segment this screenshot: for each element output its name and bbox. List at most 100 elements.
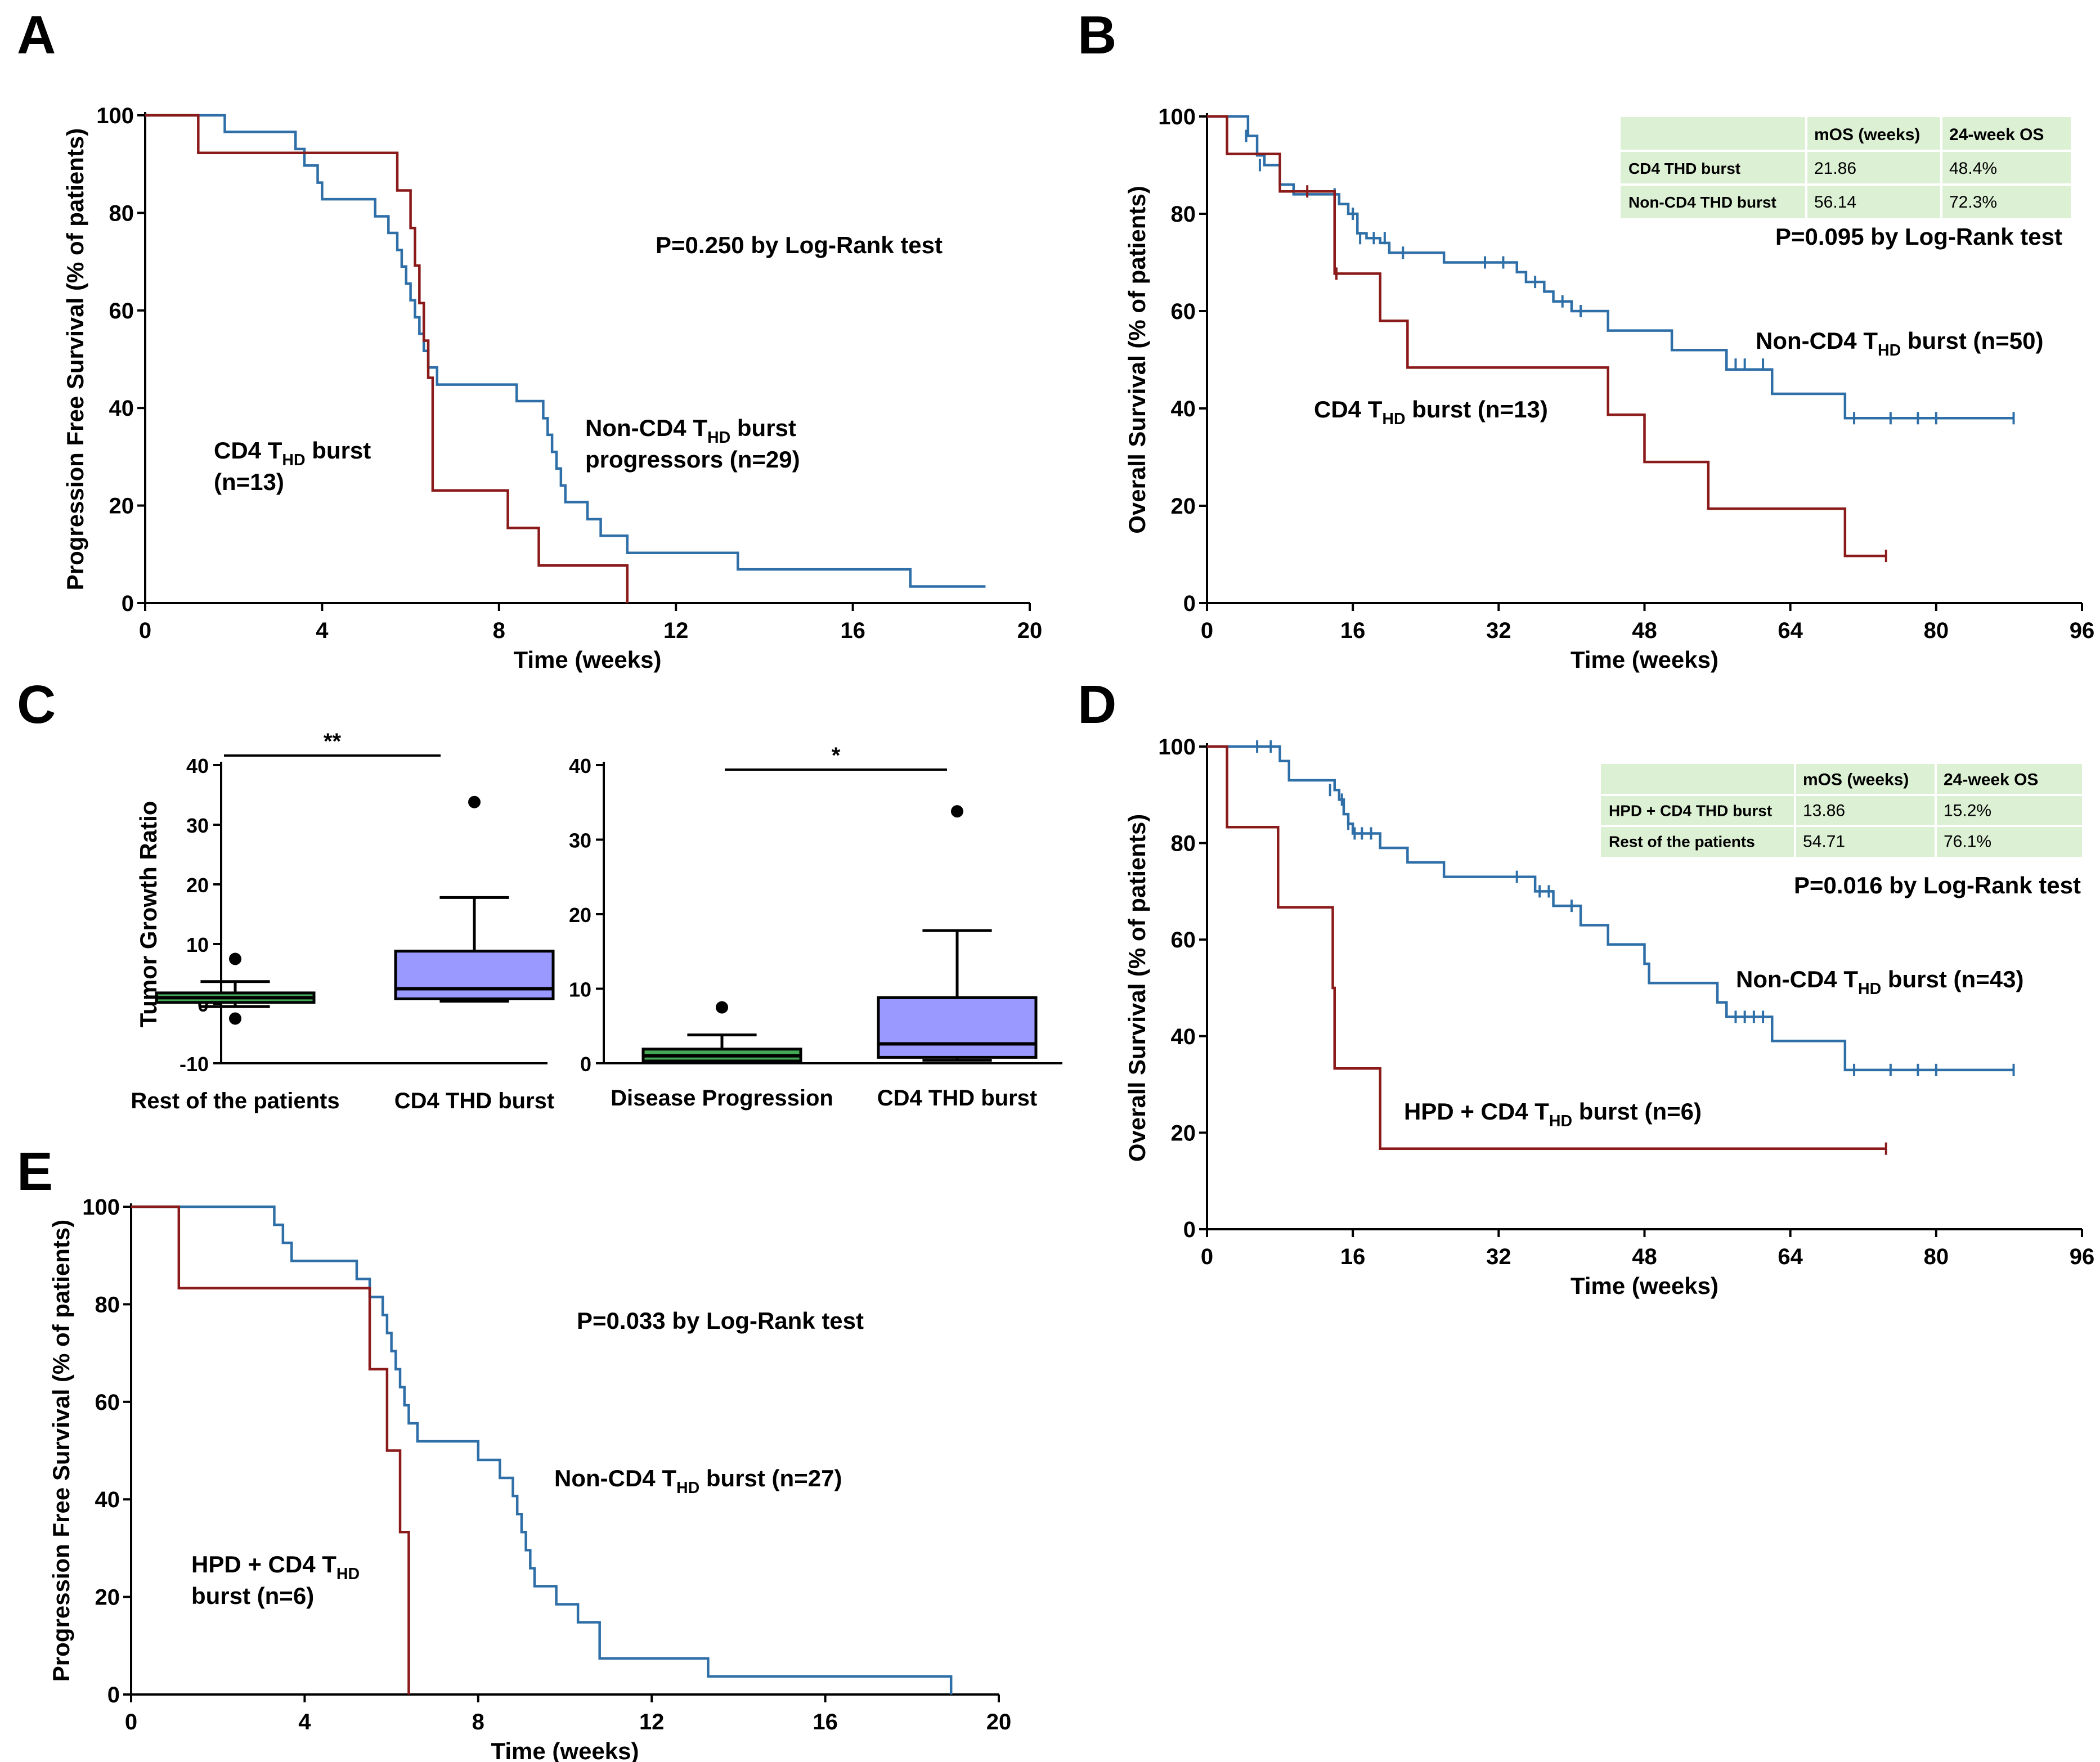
y-tick-label: 60 (1171, 928, 1196, 952)
series-label-0-line2: progressors (n=29) (585, 446, 800, 473)
series-label-1-line2: (n=13) (214, 469, 284, 495)
y-tick-label: 60 (109, 299, 134, 323)
outlier-point (951, 805, 963, 818)
y-axis-label: Tumor Growth Ratio (135, 801, 161, 1028)
box-0 (641, 1001, 802, 1063)
x-tick-label: 16 (1340, 1244, 1366, 1269)
y-tick-label: 60 (95, 1390, 120, 1415)
table-mos: 54.71 (1803, 832, 1845, 851)
y-tick-label: 0 (122, 591, 134, 616)
x-tick-label: 12 (663, 618, 689, 643)
table-header: mOS (weeks) (1814, 125, 1920, 144)
x-tick-label: 12 (639, 1710, 665, 1734)
category-label-0: Disease Progression (611, 1086, 833, 1111)
x-axis-label: Time (weeks) (1570, 646, 1718, 673)
y-tick-label: 80 (95, 1292, 120, 1317)
table-os24: 48.4% (1949, 159, 1997, 178)
y-tick-label: 40 (109, 396, 134, 421)
series-label-0-sub: HD (676, 1479, 699, 1497)
box-body (394, 950, 555, 1001)
y-tick-label: 100 (1158, 105, 1196, 129)
x-tick-label: 96 (2070, 618, 2095, 643)
series-label-0-pre: Non-CD4 T (585, 415, 707, 441)
table-group: Non-CD4 THD burst (1628, 194, 1776, 211)
y-tick-label: 80 (1171, 831, 1196, 856)
category-label-1: CD4 THD burst (877, 1086, 1037, 1111)
series-label-1: CD4 THD burst (n=13) (1314, 396, 1548, 428)
table-mos: 56.14 (1814, 193, 1856, 212)
box-1 (877, 805, 1038, 1062)
box-body (877, 996, 1038, 1059)
x-tick-label: 0 (1201, 1244, 1213, 1269)
y-tick-label: 40 (1171, 1024, 1196, 1049)
y-tick-label: 20 (95, 1585, 120, 1610)
outlier-point (468, 795, 481, 808)
x-tick-label: 0 (1201, 618, 1213, 643)
y-tick-label: 10 (186, 933, 209, 956)
series-label-0: Non-CD4 THD burst (n=50) (1756, 327, 2043, 359)
panel-letter-b: B (1078, 5, 1116, 65)
x-axis-label: Time (weeks) (513, 646, 661, 673)
y-tick-label: 80 (1171, 202, 1196, 227)
y-tick-label: 100 (96, 104, 134, 128)
x-axis-label: Time (weeks) (1570, 1273, 1718, 1299)
series-label-0-sub: HD (707, 429, 730, 447)
x-tick-label: 48 (1632, 1244, 1657, 1269)
box-1 (394, 795, 555, 1003)
table-group: Rest of the patients (1609, 833, 1755, 850)
table-mos: 13.86 (1803, 801, 1845, 820)
panel-e: 0 4 8 12 16 20 0 20 40 60 80 100 Time (weeks) Progres… (48, 1195, 1011, 1762)
series-label-1: CD4 THD burst (214, 437, 371, 469)
y-tick-label: 80 (109, 201, 134, 226)
table-header: mOS (weeks) (1803, 770, 1909, 789)
x-tick-label: 16 (1340, 618, 1366, 643)
series-label-0-post: burst (n=27) (699, 1465, 842, 1491)
x-tick-label: 4 (316, 618, 329, 643)
series-label-0-pre: Non-CD4 T (554, 1465, 676, 1491)
x-tick-label: 64 (1778, 1244, 1803, 1269)
significance-mark: * (832, 743, 841, 768)
pvalue-text: P=0.095 by Log-Rank test (1775, 223, 2062, 250)
y-tick-label: 100 (1158, 735, 1196, 759)
panel-letter-d: D (1078, 675, 1116, 735)
x-tick-label: 0 (125, 1710, 137, 1734)
box-0 (155, 952, 316, 1025)
y-tick-label: 20 (109, 494, 134, 519)
series-label-1-line2: burst (n=6) (191, 1583, 314, 1609)
series-label-0-sub: HD (1878, 341, 1901, 359)
series-label-1-sub: HD (336, 1565, 360, 1583)
x-tick-label: 8 (493, 618, 505, 643)
x-tick-label: 20 (986, 1710, 1012, 1734)
y-axis-label: Progression Free Survival (% of patients… (62, 128, 88, 591)
panel-letter-c: C (17, 675, 56, 735)
y-tick-label: 20 (186, 874, 209, 897)
y-tick-label: 40 (569, 754, 591, 777)
x-tick-label: 96 (2070, 1244, 2095, 1269)
x-tick-label: 48 (1632, 618, 1657, 643)
pvalue-text: P=0.033 by Log-Rank test (577, 1307, 864, 1334)
series-label-1-sub: HD (1382, 410, 1405, 428)
significance-mark: ** (324, 729, 342, 754)
x-tick-label: 16 (813, 1710, 838, 1734)
y-axis-label: Progression Free Survival (% of patients… (48, 1220, 74, 1682)
y-tick-label: 0 (1183, 591, 1196, 616)
series-label-0-post: burst (730, 415, 796, 441)
series-line-red (131, 1205, 410, 1694)
series-label-1: HPD + CD4 THD burst (n=6) (1404, 1098, 1702, 1130)
series-line-red (1207, 115, 1886, 558)
x-tick-label: 0 (139, 618, 151, 643)
stats-table (1621, 117, 2071, 218)
panel-letter-a: A (17, 5, 56, 65)
x-tick-label: 20 (1017, 618, 1043, 643)
series-label-0-post: burst (n=50) (1901, 327, 2043, 354)
series-label-0-pre: Non-CD4 T (1736, 966, 1858, 992)
x-tick-label: 64 (1778, 618, 1803, 643)
x-tick-label: 32 (1486, 1244, 1511, 1269)
y-tick-label: 20 (1171, 1121, 1196, 1145)
y-tick-label: 30 (186, 814, 209, 837)
panel-letter-e: E (17, 1141, 53, 1202)
y-tick-label: 0 (580, 1053, 591, 1076)
series-label-1-pre: CD4 T (1314, 396, 1383, 422)
